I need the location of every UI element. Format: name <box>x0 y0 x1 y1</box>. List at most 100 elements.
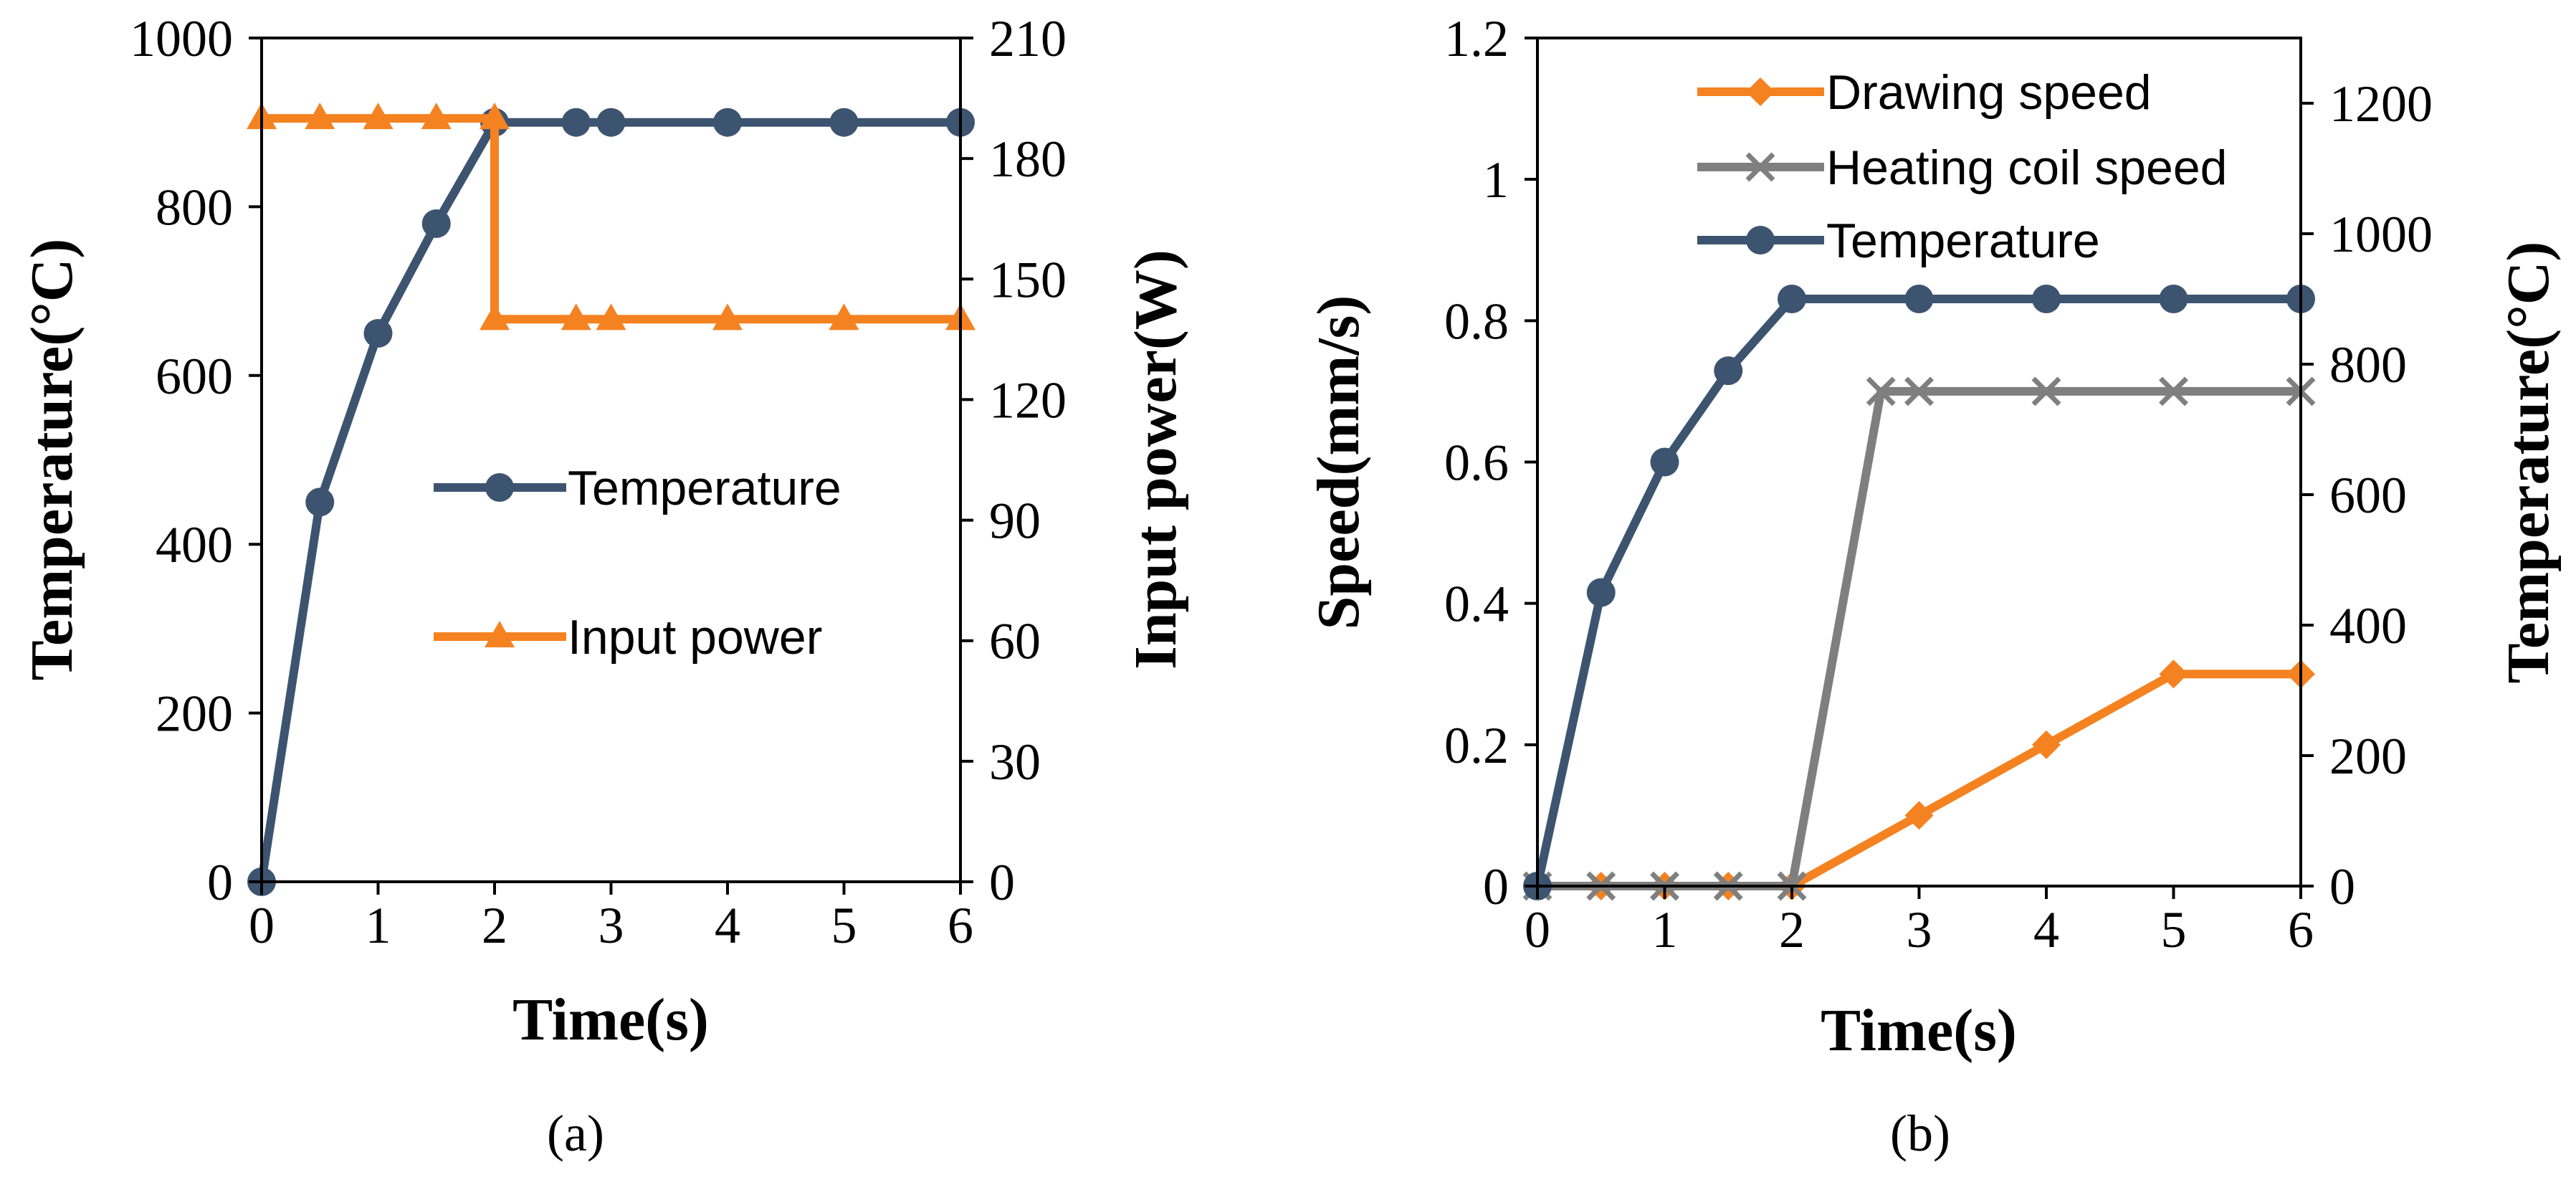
panel-b-x-tick-label: 3 <box>1907 901 1932 958</box>
panel-b-data-point-drawing-speed <box>2159 660 2188 689</box>
panel-a-x-tick-label: 0 <box>249 897 275 954</box>
panel-b-y-tick-label: 0.6 <box>1444 434 1509 492</box>
panel-a-data-point-input-power <box>596 303 626 330</box>
panel-a-data-point-input-power <box>305 103 335 130</box>
panel-b-x-tick-label: 6 <box>2288 901 2314 958</box>
panel-b-y-axis-title: Speed(mm/s) <box>1305 295 1372 630</box>
panel-a-data-point-input-power <box>712 303 743 330</box>
panel-b-y2-tick-label: 0 <box>2329 858 2355 915</box>
panel-b-legend-item-temperature: Temperature <box>1697 214 2100 268</box>
panel-a-series-temperature <box>247 108 975 896</box>
panel-a-x-tick-label: 2 <box>482 897 507 954</box>
panel-a-legend-item-input-power: Input power <box>434 610 822 665</box>
panel-a-data-point-temperature <box>363 318 393 348</box>
panel-b-y2-tick-label: 1200 <box>2329 75 2433 133</box>
panel-b-x-tick-label: 1 <box>1652 901 1678 958</box>
panel-a-data-point-input-power <box>421 103 452 130</box>
panel-b-y-tick-label: 0.2 <box>1444 717 1509 774</box>
panel-a-y-tick-label: 800 <box>156 179 233 236</box>
panel-b-y-tick-label: 1 <box>1483 151 1509 209</box>
panel-b-legend-marker-temperature <box>1746 226 1775 254</box>
panel-b-series-drawing-speed <box>1523 660 2315 900</box>
panel-b-series-layer <box>1522 285 2316 901</box>
panel-b-legend-marker-heating-coil-speed <box>1745 152 1775 182</box>
panel-b-data-point-heating-coil-speed <box>2159 376 2188 406</box>
panel-a-x-tick-label: 5 <box>831 897 857 954</box>
panel-b-legend-label-heating-coil-speed: Heating coil speed <box>1826 141 2227 195</box>
panel-a-y2-tick-label: 150 <box>989 251 1067 308</box>
panel-b-data-point-temperature <box>1714 356 1743 386</box>
panel-b-data-point-temperature <box>1778 285 1806 313</box>
panel-a-legend-marker-input-power <box>485 621 515 647</box>
panel-a-data-point-temperature <box>713 108 742 137</box>
panel-a-x-tick-label: 4 <box>715 897 740 954</box>
panel-a-data-point-temperature <box>596 108 626 137</box>
panel-a-data-point-input-power <box>560 303 591 330</box>
panel-a-y-axis-title: Temperature(°C) <box>19 239 85 681</box>
panel-a-y-tick-label: 1000 <box>130 10 233 67</box>
panel-a-y2-tick-label: 180 <box>989 130 1067 188</box>
panel-b-x-tick-label: 5 <box>2161 901 2187 958</box>
panel-b-y-tick-label: 0.8 <box>1444 292 1509 350</box>
panel-b-label: (b) <box>1890 1105 1950 1162</box>
panel-b-data-point-heating-coil-speed <box>1904 376 1934 406</box>
panel-a-x-axis-title: Time(s) <box>512 986 709 1053</box>
panel-b-series-line-temperature <box>1533 295 2301 888</box>
panel-b-legend: Drawing speed Heating coil speed Tempera… <box>1697 65 2227 268</box>
panel-a-y2-tick-label: 210 <box>989 10 1067 67</box>
panel-b-y2-axis-title: Temperature(°C) <box>2495 242 2562 684</box>
panel-a-y2-axis-title: Input power(W) <box>1122 249 1189 670</box>
panel-b-data-point-temperature <box>2159 285 2188 313</box>
panel-a-legend-marker-temperature <box>485 473 514 502</box>
panel-a-y2-tick-label: 120 <box>989 371 1067 429</box>
panel-b-y2-tick-label: 800 <box>2329 336 2407 394</box>
panel-a-legend-label-input-power: Input power <box>568 610 822 665</box>
panel-a-x-tick-label: 6 <box>948 897 973 954</box>
panel-a-y2-tick-label: 90 <box>989 493 1041 550</box>
panel-b-y2-tick-label: 400 <box>2329 597 2407 655</box>
panel-a-data-point-input-power <box>363 103 393 130</box>
panel-b-legend-item-heating-coil-speed: Heating coil speed <box>1697 141 2227 195</box>
panel-a-y-tick-label: 600 <box>156 348 233 405</box>
panel-a-legend: Temperature Input power <box>434 461 841 665</box>
panel-b-y2-tick-label: 1000 <box>2329 206 2433 263</box>
panel-b-data-point-drawing-speed <box>2032 730 2061 759</box>
panel-b-y-tick-label: 0 <box>1483 858 1509 915</box>
panel-b-y-tick-label: 0.4 <box>1444 576 1509 633</box>
panel-a-y-tick-label: 0 <box>207 854 233 911</box>
panel-a-series-line-temperature <box>257 118 960 882</box>
panel-a-y2-tick-label: 30 <box>989 733 1041 791</box>
panel-a-series-line-input-power <box>262 114 960 324</box>
panel-b-data-point-temperature <box>1904 285 1934 313</box>
panel-b-legend-label-temperature: Temperature <box>1826 214 2100 268</box>
panel-a-x-tick-label: 3 <box>598 897 624 954</box>
panel-a-chart: 0 1 2 3 4 5 6020040060080010000306090120150180… <box>19 10 1189 1162</box>
panel-b-x-tick-label: 0 <box>1525 901 1550 958</box>
panel-b-y-tick-label: 1.2 <box>1444 10 1509 67</box>
panel-b-chart: 0 1 2 3 4 5 600.20.40.60.811.20200400600800100… <box>1305 10 2562 1162</box>
panel-b-ticks-layer: 0 1 2 3 4 5 600.20.40.60.811.20200400600800100… <box>1444 10 2433 958</box>
panel-b-series-temperature <box>1523 285 2315 900</box>
panel-a-x-tick-label: 1 <box>366 897 391 954</box>
panel-b-data-point-heating-coil-speed <box>2031 376 2061 406</box>
panel-a-data-point-input-power <box>829 303 859 330</box>
panel-b-data-point-temperature <box>1650 447 1679 477</box>
panel-b-legend-item-drawing-speed: Drawing speed <box>1697 65 2152 120</box>
panel-a-y-tick-label: 400 <box>156 516 233 574</box>
panel-a-label: (a) <box>547 1105 604 1162</box>
panel-b-y2-tick-label: 600 <box>2329 467 2407 524</box>
panel-b-x-axis-title: Time(s) <box>1821 997 2017 1064</box>
panel-a-data-point-temperature <box>305 487 335 517</box>
panel-a-data-point-temperature <box>561 108 591 137</box>
panel-b-x-tick-label: 4 <box>2033 901 2059 958</box>
panel-a-data-point-input-power <box>480 103 510 130</box>
panel-a-y-tick-label: 200 <box>156 685 233 743</box>
panel-b-data-point-heating-coil-speed <box>1866 376 1896 406</box>
panel-a-plot-frame <box>260 37 962 883</box>
panel-a-legend-label-temperature: Temperature <box>568 461 841 515</box>
panel-a-data-point-temperature <box>421 209 451 238</box>
panel-b-legend-marker-drawing-speed <box>1746 77 1775 106</box>
panel-a-series-layer <box>247 103 975 896</box>
panel-a-y2-tick-label: 60 <box>989 613 1041 670</box>
